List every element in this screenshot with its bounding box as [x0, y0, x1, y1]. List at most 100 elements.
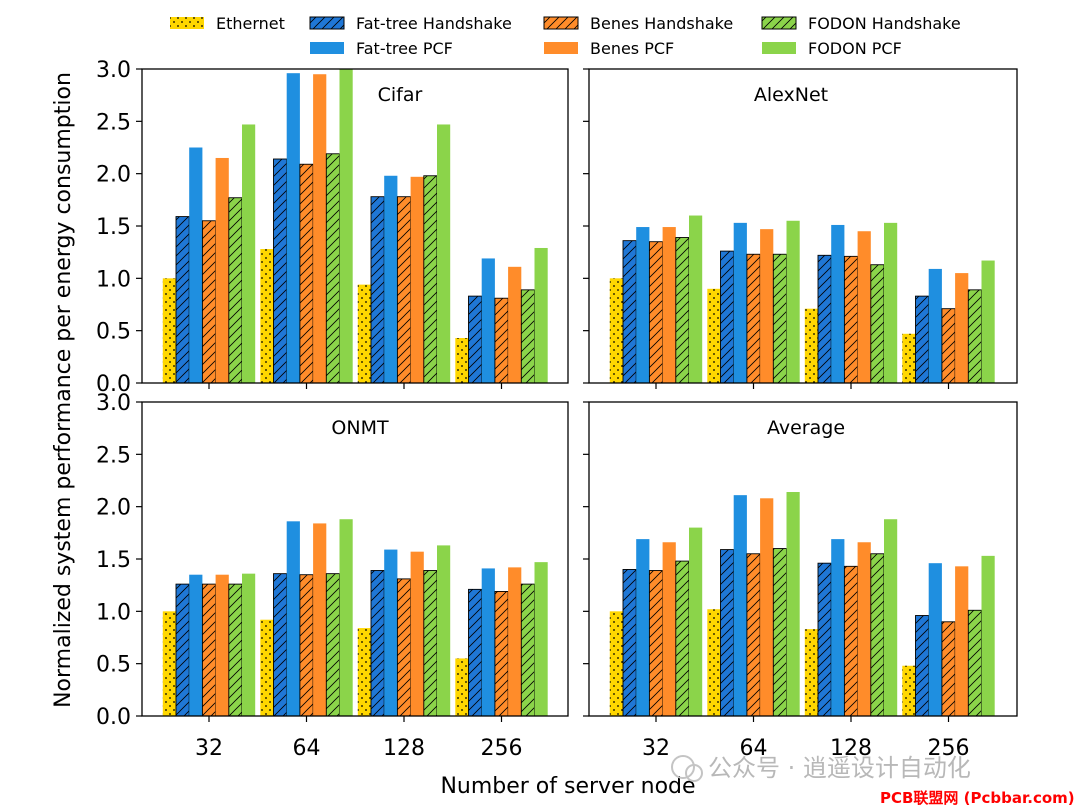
bar-onmt-fodon-handshake-128-hatch	[423, 570, 437, 716]
bar-onmt-benes-handshake-32-hatch	[202, 584, 216, 716]
legend: Ethernet Fat-tree Handshake Benes Handshak…	[170, 14, 961, 58]
bar-cifar-fodon-handshake-128-hatch	[423, 175, 437, 383]
bar-cifar-benes-handshake-256-hatch	[494, 298, 509, 383]
bar-alexnet-fat-tree-handshake-32-hatch	[623, 240, 637, 383]
bar-alexnet-ethernet-64-hatch	[707, 288, 721, 383]
bar-alexnet-fat-tree-pcf-32	[636, 227, 650, 383]
xtick-label-onmt-128: 128	[383, 736, 425, 761]
bar-cifar-fat-tree-handshake-64-hatch	[273, 159, 287, 383]
ytick-label-onmt-3: 1.5	[96, 548, 131, 573]
bar-average-fodon-handshake-32-hatch	[675, 561, 689, 716]
bar-alexnet-fat-tree-pcf-64	[733, 222, 747, 383]
bar-cifar-fat-tree-pcf-64	[286, 73, 300, 383]
bar-alexnet-benes-handshake-128-hatch	[844, 256, 858, 383]
bar-onmt-fodon-pcf-128	[437, 545, 451, 716]
bar-alexnet-fodon-pcf-32	[689, 215, 703, 383]
bar-alexnet-fat-tree-pcf-128	[831, 224, 845, 383]
ytick-label-onmt-5: 2.5	[96, 443, 131, 468]
legend-label-fat-tree-pcf: Fat-tree PCF	[356, 39, 453, 58]
bar-alexnet-benes-handshake-256-hatch	[941, 308, 956, 383]
bar-onmt-ethernet-256-hatch	[455, 658, 469, 716]
bar-cifar-fodon-handshake-256-hatch	[521, 289, 535, 383]
xtick-label-onmt-32: 32	[195, 736, 223, 761]
bar-average-benes-pcf-32	[662, 542, 676, 716]
bar-average-ethernet-64-hatch	[707, 609, 721, 716]
ytick-label-onmt-1: 0.5	[96, 653, 131, 678]
bar-alexnet-fodon-pcf-128	[884, 222, 898, 383]
bar-average-fat-tree-handshake-256-hatch	[915, 615, 929, 716]
xtick-label-average-256: 256	[928, 736, 970, 761]
bar-alexnet-benes-handshake-64-hatch	[746, 254, 761, 383]
bar-average-benes-pcf-64	[760, 498, 774, 716]
bar-alexnet-benes-pcf-64	[760, 229, 774, 383]
bar-cifar-fat-tree-handshake-128-hatch	[371, 196, 385, 383]
bar-cifar-ethernet-64-hatch	[260, 249, 274, 383]
panel-title-average: Average	[767, 417, 845, 439]
bar-onmt-fat-tree-handshake-128-hatch	[371, 570, 385, 716]
bar-average-fat-tree-pcf-256	[928, 563, 942, 716]
bar-onmt-fodon-pcf-256	[534, 562, 548, 716]
bar-cifar-fodon-pcf-256	[534, 247, 548, 383]
bar-onmt-benes-handshake-256-hatch	[494, 591, 509, 716]
bar-average-fodon-pcf-128	[884, 519, 898, 716]
bar-cifar-fodon-pcf-128	[437, 124, 451, 384]
bar-average-benes-pcf-256	[955, 566, 969, 716]
bar-onmt-fat-tree-handshake-32-hatch	[176, 584, 190, 716]
ytick-label-onmt-2: 1.0	[96, 600, 131, 625]
xtick-label-average-32: 32	[642, 736, 670, 761]
legend-swatch-hatch-fodon-handshake	[762, 17, 796, 29]
legend-swatch-fat-tree-pcf	[310, 42, 344, 54]
bar-onmt-benes-handshake-128-hatch	[397, 578, 411, 716]
bar-cifar-benes-handshake-128-hatch	[397, 196, 411, 383]
bar-cifar-ethernet-32-hatch	[162, 278, 176, 383]
legend-label-fodon-handshake: FODON Handshake	[808, 14, 961, 33]
panel-title-onmt: ONMT	[331, 417, 389, 439]
xtick-label-average-128: 128	[830, 736, 872, 761]
bar-onmt-fat-tree-pcf-128	[384, 549, 398, 716]
bar-alexnet-benes-pcf-32	[662, 227, 676, 383]
watermark-url-bg	[874, 786, 1080, 808]
bar-onmt-fat-tree-pcf-64	[286, 521, 300, 716]
wechat-icon-bubble	[685, 764, 703, 782]
bar-alexnet-fat-tree-handshake-256-hatch	[915, 296, 929, 383]
wechat-icon	[671, 755, 695, 779]
bar-onmt-fodon-handshake-64-hatch	[326, 573, 340, 716]
xtick-label-average-64: 64	[740, 736, 768, 761]
bar-average-benes-pcf-128	[857, 542, 871, 716]
bar-onmt-benes-pcf-256	[508, 567, 522, 716]
ytick-label-cifar-2: 1.0	[96, 267, 131, 292]
bar-cifar-fat-tree-pcf-128	[384, 175, 398, 383]
bar-onmt-fodon-handshake-256-hatch	[521, 584, 535, 716]
bar-cifar-benes-pcf-64	[313, 74, 327, 383]
bar-onmt-benes-handshake-64-hatch	[299, 574, 314, 716]
bar-average-fat-tree-pcf-128	[831, 539, 845, 716]
bar-onmt-fodon-pcf-32	[242, 573, 256, 716]
legend-label-ethernet: Ethernet	[216, 14, 285, 33]
bar-cifar-benes-pcf-32	[215, 157, 229, 383]
y-axis-label: Normalized system performance per energy…	[51, 72, 76, 708]
bar-average-ethernet-32-hatch	[609, 611, 623, 716]
bar-onmt-fat-tree-pcf-32	[189, 574, 203, 716]
bar-average-fodon-pcf-32	[689, 527, 703, 716]
ytick-label-cifar-3: 1.5	[96, 215, 131, 240]
bar-alexnet-fodon-handshake-64-hatch	[773, 254, 787, 383]
bar-cifar-ethernet-128-hatch	[357, 284, 371, 383]
bar-alexnet-fat-tree-handshake-64-hatch	[720, 251, 734, 383]
watermark-text: 公众号 · 逍遥设计自动化	[708, 754, 971, 782]
panel-average: 32 64 128 256 Average	[583, 401, 1018, 761]
bar-average-benes-handshake-64-hatch	[746, 553, 761, 716]
ytick-label-onmt-6: 3.0	[96, 391, 131, 416]
ytick-label-cifar-1: 0.5	[96, 320, 131, 345]
legend-swatch-hatch-benes-handshake	[544, 17, 578, 29]
bar-alexnet-benes-pcf-256	[955, 273, 969, 383]
bar-cifar-fat-tree-handshake-256-hatch	[468, 296, 482, 383]
legend-label-fat-tree-handshake: Fat-tree Handshake	[356, 14, 512, 33]
ytick-label-onmt-0: 0.0	[96, 705, 131, 730]
bar-average-fat-tree-handshake-128-hatch	[818, 563, 832, 716]
bar-onmt-benes-pcf-32	[215, 574, 229, 716]
bar-cifar-benes-pcf-128	[410, 176, 424, 383]
bar-alexnet-fodon-handshake-32-hatch	[675, 237, 689, 383]
legend-label-benes-handshake: Benes Handshake	[590, 14, 733, 33]
ytick-label-onmt-4: 2.0	[96, 496, 131, 521]
